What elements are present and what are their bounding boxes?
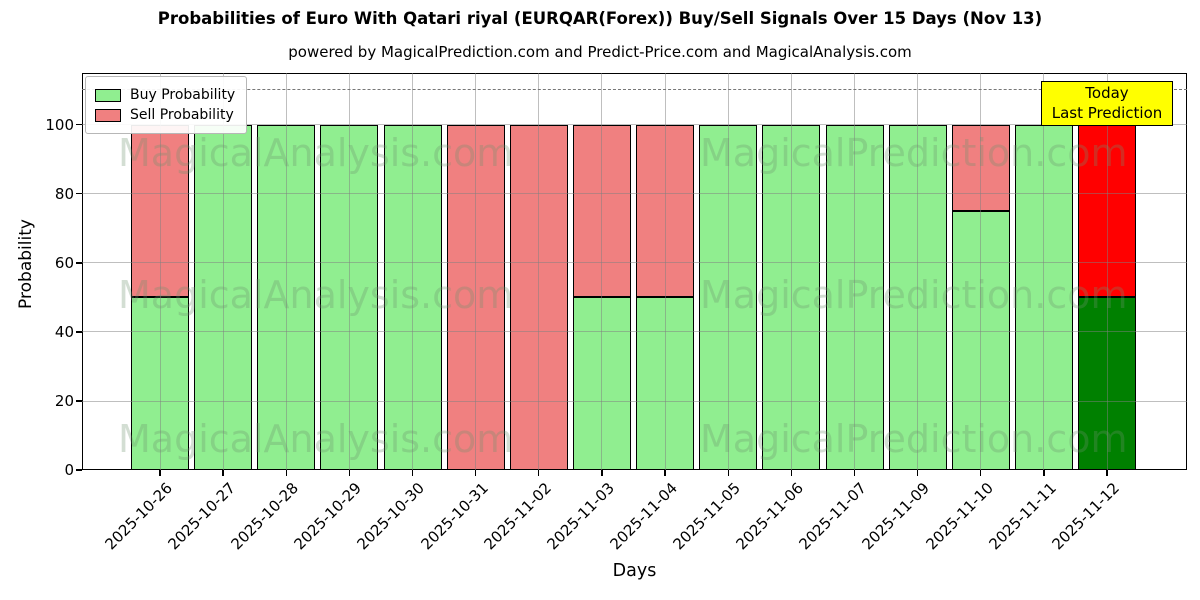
today-annotation-line2: Last Prediction <box>1051 103 1163 122</box>
x-tick-2025-11-04 <box>664 470 666 476</box>
bar-2025-10-27-buy <box>194 124 253 470</box>
bar-2025-11-03-buy <box>572 297 631 470</box>
bar-2025-11-04-sell <box>636 124 695 298</box>
y-tick-80 <box>76 193 82 195</box>
x-tick-2025-11-03 <box>601 470 603 476</box>
bar-2025-10-30-buy <box>383 124 442 470</box>
x-tick-2025-10-29 <box>348 470 351 476</box>
bar-2025-11-09-buy <box>888 124 947 470</box>
y-axis-label: Probability <box>16 219 36 309</box>
bar-2025-10-26-sell <box>131 124 189 298</box>
legend-item-sell: Sell Probability <box>95 106 235 124</box>
x-tick-2025-11-02 <box>538 470 540 476</box>
y-tick-label-80: 80 <box>54 184 74 203</box>
y-tick-20 <box>76 400 82 402</box>
bar-2025-11-02-sell <box>509 124 568 470</box>
bar-2025-11-03-sell <box>572 124 631 298</box>
legend-label-sell: Sell Probability <box>130 107 234 123</box>
x-tick-label-2025-11-12: 2025-11-12 <box>910 478 1122 553</box>
bar-2025-11-06-buy <box>762 124 821 470</box>
x-tick-2025-11-07 <box>853 470 856 476</box>
x-tick-label-text-2025-11-12: 2025-11-12 <box>1048 479 1123 554</box>
today-annotation: Today Last Prediction <box>1041 81 1173 126</box>
x-tick-2025-11-05 <box>727 470 729 476</box>
legend-swatch-buy <box>95 88 121 102</box>
y-tick-40 <box>76 331 82 333</box>
legend-swatch-sell <box>95 108 121 122</box>
bar-2025-11-12-buy <box>1078 297 1136 470</box>
x-tick-2025-11-06 <box>790 470 792 476</box>
bar-2025-10-29-buy <box>320 124 379 470</box>
bar-2025-11-10-buy <box>951 211 1010 470</box>
legend-item-buy: Buy Probability <box>95 86 235 104</box>
y-tick-0 <box>76 469 82 471</box>
bar-2025-11-07-buy <box>825 124 884 470</box>
x-tick-2025-11-10 <box>980 470 982 476</box>
x-axis-label: Days <box>612 561 657 581</box>
x-tick-2025-10-27 <box>222 470 224 476</box>
today-annotation-line1: Today <box>1085 84 1129 102</box>
bar-2025-10-31-sell <box>446 124 505 470</box>
y-tick-100 <box>76 124 82 126</box>
x-tick-2025-11-09 <box>916 470 919 476</box>
x-tick-2025-10-28 <box>285 470 287 476</box>
legend: Buy Probability Sell Probability <box>85 76 248 134</box>
x-tick-2025-10-30 <box>411 470 414 476</box>
x-tick-2025-11-12 <box>1106 470 1108 476</box>
bar-2025-11-12-sell <box>1078 124 1136 298</box>
x-tick-2025-10-31 <box>475 470 477 476</box>
bar-2025-10-28-buy <box>257 124 316 470</box>
bar-2025-11-05-buy <box>699 124 758 470</box>
bar-2025-11-10-sell <box>951 124 1010 212</box>
chart-title: Probabilities of Euro With Qatari riyal … <box>157 9 1043 28</box>
y-tick-label-100: 100 <box>45 115 74 134</box>
y-tick-label-40: 40 <box>54 322 74 341</box>
x-tick-2025-11-11 <box>1043 470 1045 476</box>
y-tick-label-0: 0 <box>64 461 74 479</box>
chart-subtitle: powered by MagicalPrediction.com and Pre… <box>288 43 912 61</box>
legend-label-buy: Buy Probability <box>130 87 236 103</box>
bar-2025-11-04-buy <box>636 297 695 470</box>
y-tick-label-60: 60 <box>54 253 74 272</box>
bar-2025-11-11-buy <box>1014 124 1073 470</box>
x-tick-2025-10-26 <box>159 470 161 476</box>
y-tick-label-20: 20 <box>54 392 74 410</box>
bar-2025-10-26-buy <box>131 297 189 470</box>
y-tick-60 <box>76 262 82 264</box>
